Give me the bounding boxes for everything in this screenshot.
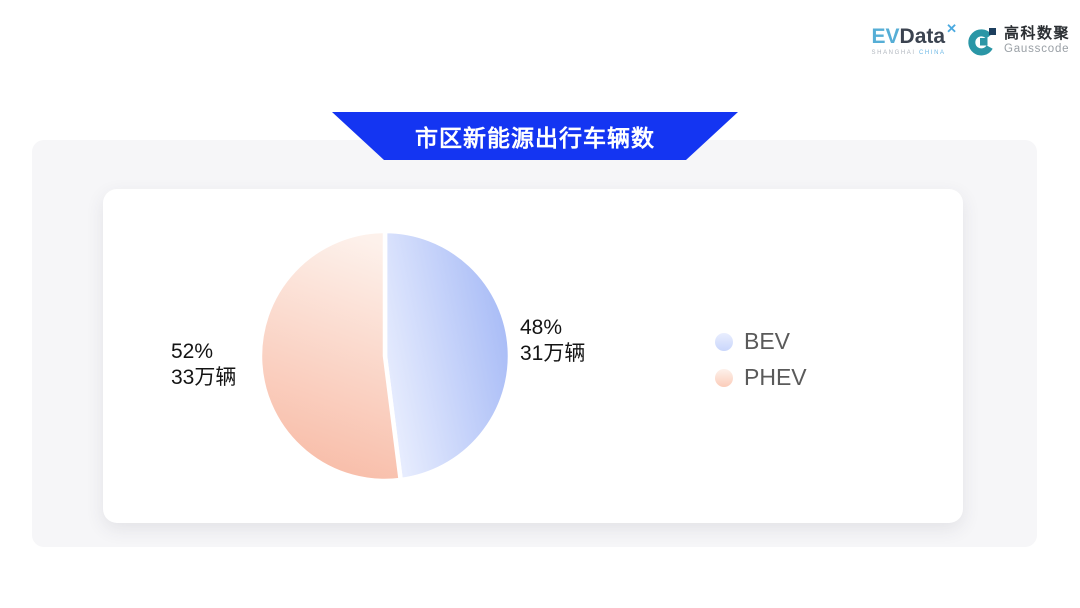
bev-value: 31万辆 xyxy=(520,342,586,365)
pie-slice-phev[interactable] xyxy=(257,228,403,484)
evdata-tagline: SHANGHAI CHINA xyxy=(871,50,946,56)
chart-title-banner: 市区新能源出行车辆数 xyxy=(332,112,738,160)
chart-legend: BEV PHEV xyxy=(715,328,807,391)
gausscode-logo: 高科数聚 Gausscode xyxy=(967,24,1070,58)
pie-chart xyxy=(257,228,513,484)
evdata-data-text: Data xyxy=(899,25,946,48)
gausscode-text: 高科数聚 Gausscode xyxy=(1004,26,1070,55)
bev-percent: 48% xyxy=(520,316,563,339)
bev-label: 48% 31万辆 xyxy=(520,315,585,367)
legend-marker-bev xyxy=(715,332,733,351)
header-logos: EVData✕ SHANGHAI CHINA 高科数聚 Gausscode xyxy=(871,22,1070,58)
chart-panel: 48% 31万辆 52% 33万辆 BEV PHEV xyxy=(32,140,1037,547)
legend-label-phev: PHEV xyxy=(744,364,807,390)
evdata-logo: EVData✕ SHANGHAI CHINA xyxy=(871,22,957,56)
chart-card: 48% 31万辆 52% 33万辆 BEV PHEV xyxy=(103,189,963,523)
phev-value: 33万辆 xyxy=(171,366,237,389)
evdata-wordmark: EVData✕ xyxy=(871,22,957,48)
legend-label-bev: BEV xyxy=(744,328,791,354)
legend-marker-phev xyxy=(715,368,733,387)
evdata-ev-text: EV xyxy=(871,25,900,48)
pie-slice-bev[interactable] xyxy=(382,228,513,483)
phev-percent: 52% xyxy=(171,340,214,363)
legend-item-phev[interactable]: PHEV xyxy=(715,364,807,391)
legend-item-bev[interactable]: BEV xyxy=(715,328,807,355)
gausscode-g-icon xyxy=(968,28,996,56)
evdata-x-icon: ✕ xyxy=(946,21,957,36)
gausscode-cn-name: 高科数聚 xyxy=(1003,25,1070,43)
chart-title: 市区新能源出行车辆数 xyxy=(415,125,655,151)
gausscode-en-name: Gausscode xyxy=(1003,42,1070,55)
phev-label: 52% 33万辆 xyxy=(171,339,236,391)
